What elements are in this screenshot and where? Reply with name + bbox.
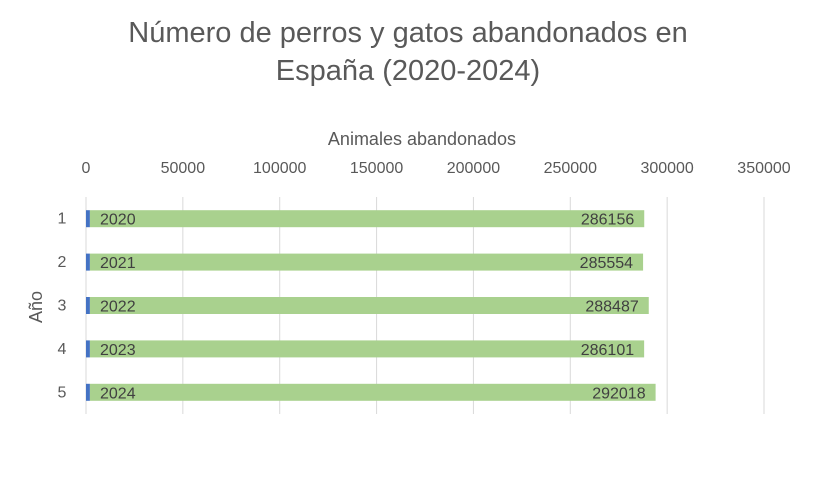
bar-3-series-2 — [89, 297, 649, 314]
data-label-year: 2021 — [100, 255, 136, 272]
chart-title-line-1: Número de perros y gatos abandonados en — [128, 17, 688, 49]
bar-4-series-1 — [86, 340, 90, 358]
y-tick-label: 3 — [58, 298, 67, 315]
x-tick-label: 50000 — [161, 160, 206, 177]
bar-5-series-2 — [89, 383, 656, 401]
y-tick-label: 4 — [58, 341, 67, 358]
x-tick-label: 250000 — [544, 160, 597, 177]
data-label-year: 2023 — [100, 342, 136, 359]
data-label-value: 286101 — [581, 342, 634, 359]
data-label-value: 288487 — [585, 299, 638, 316]
x-tick-label: 150000 — [350, 160, 403, 177]
x-axis-title: Animales abandonados — [328, 129, 516, 149]
x-tick-label: 200000 — [447, 160, 500, 177]
bar-2-series-2 — [89, 253, 644, 271]
x-tick-label: 350000 — [737, 160, 790, 177]
x-tick-label: 300000 — [640, 160, 693, 177]
x-tick-label: 0 — [82, 160, 91, 177]
data-label-value: 292018 — [592, 385, 645, 402]
bar-4-series-2 — [89, 340, 645, 358]
x-tick-label: 100000 — [253, 160, 306, 177]
data-label-value: 286156 — [581, 212, 634, 229]
data-label-value: 285554 — [580, 255, 633, 272]
data-label-year: 2020 — [100, 212, 136, 229]
data-label-year: 2024 — [100, 385, 136, 402]
bar-3-series-1 — [86, 297, 90, 314]
y-tick-label: 1 — [58, 211, 67, 228]
chart-title-line-2: España (2020-2024) — [275, 55, 541, 87]
y-tick-label: 5 — [58, 384, 67, 401]
bar-5-series-1 — [86, 383, 90, 401]
bar-1-series-2 — [89, 210, 645, 228]
y-axis-title: Año — [26, 291, 46, 323]
chart-title: Número de perros y gatos abandonados en … — [0, 14, 816, 90]
bar-1-series-1 — [86, 210, 90, 228]
data-label-year: 2022 — [100, 299, 136, 316]
y-tick-label: 2 — [58, 254, 67, 271]
bar-2-series-1 — [86, 253, 90, 271]
